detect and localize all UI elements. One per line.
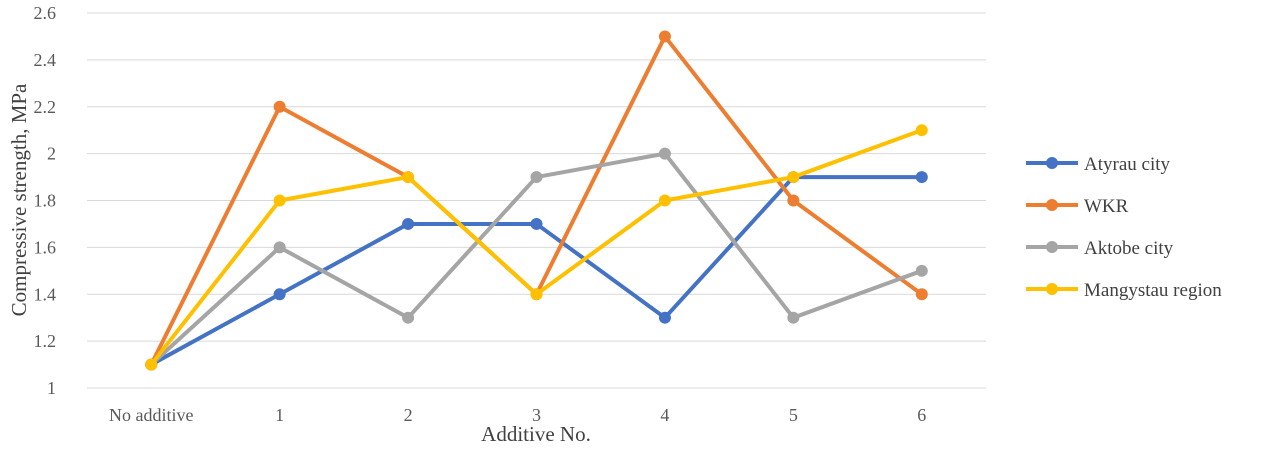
x-tick-label: No additive — [109, 405, 193, 425]
legend-label: Aktobe city — [1084, 238, 1174, 259]
data-point — [145, 358, 158, 371]
data-point — [915, 264, 928, 277]
legend-label: Mangystau region — [1084, 280, 1222, 301]
y-tick-label: 1.4 — [34, 284, 57, 304]
data-point — [658, 30, 671, 43]
data-point — [402, 311, 415, 324]
legend-item: Atyrau city — [1026, 154, 1171, 175]
y-tick-label: 1.6 — [34, 237, 57, 257]
data-point — [402, 217, 415, 230]
y-tick-label: 1.8 — [34, 191, 57, 211]
series-line — [149, 151, 924, 367]
x-axis-title: Additive No. — [481, 422, 591, 446]
data-point — [787, 171, 800, 184]
y-tick-label: 1 — [47, 378, 56, 398]
y-tick-label: 2.6 — [34, 3, 57, 23]
data-point — [273, 241, 286, 254]
data-point — [915, 124, 928, 137]
x-tick-label: 2 — [404, 405, 413, 425]
data-point — [915, 171, 928, 184]
y-tick-label: 2 — [47, 144, 56, 164]
x-tick-label: 5 — [789, 405, 798, 425]
data-point — [530, 288, 543, 301]
y-axis-ticks: 1 1.2 1.4 1.6 1.8 2 2.2 2.4 2.6 — [34, 3, 57, 398]
series-aktobe-city — [145, 147, 928, 371]
data-point — [273, 100, 286, 113]
legend-swatch-marker — [1046, 241, 1058, 253]
x-tick-label: 6 — [917, 405, 926, 425]
series-mangystau-region — [145, 124, 928, 371]
y-tick-label: 2.4 — [34, 50, 57, 70]
data-point — [530, 171, 543, 184]
legend-item: Aktobe city — [1026, 238, 1174, 259]
y-tick-label: 1.2 — [34, 331, 57, 351]
series-group — [145, 30, 928, 371]
x-tick-label: 1 — [275, 405, 284, 425]
data-point — [787, 194, 800, 207]
legend-label: WKR — [1084, 196, 1129, 217]
legend-swatch-marker — [1046, 157, 1058, 169]
data-point — [530, 217, 543, 230]
data-point — [658, 311, 671, 324]
y-tick-label: 2.2 — [34, 97, 57, 117]
legend: Atyrau city WKR Aktobe city Mangystau regio… — [1026, 154, 1222, 301]
data-point — [658, 147, 671, 160]
data-point — [273, 194, 286, 207]
data-point — [915, 288, 928, 301]
legend-item: Mangystau region — [1026, 280, 1222, 301]
data-point — [658, 194, 671, 207]
gridlines — [87, 12, 986, 389]
x-tick-label: 4 — [660, 405, 669, 425]
legend-swatch-marker — [1046, 283, 1058, 295]
data-point — [402, 171, 415, 184]
data-point — [787, 311, 800, 324]
legend-item: WKR — [1026, 196, 1129, 217]
x-tick-label: 3 — [532, 405, 541, 425]
legend-label: Atyrau city — [1084, 154, 1171, 175]
legend-swatch-marker — [1046, 199, 1058, 211]
data-point — [273, 288, 286, 301]
x-axis-ticks: No additive 1 2 3 4 5 6 — [109, 405, 926, 425]
series-line — [149, 175, 924, 367]
y-axis-title: Compressive strength, MPa — [7, 83, 31, 316]
